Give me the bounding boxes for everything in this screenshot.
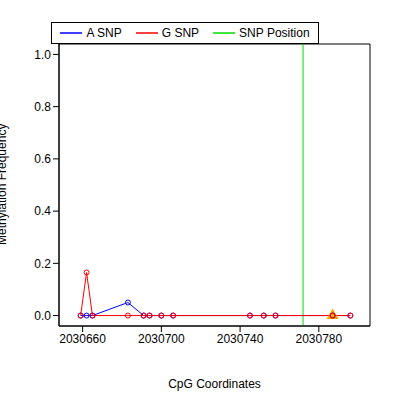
svg-text:0.8: 0.8 <box>34 100 51 114</box>
svg-text:0.2: 0.2 <box>34 257 51 271</box>
svg-text:1.0: 1.0 <box>34 48 51 62</box>
svg-text:2030660: 2030660 <box>59 332 106 346</box>
svg-text:2030780: 2030780 <box>295 332 342 346</box>
svg-text:CpG Coordinates: CpG Coordinates <box>168 377 261 391</box>
svg-text:2030740: 2030740 <box>217 332 264 346</box>
svg-text:Methylation Frequency: Methylation Frequency <box>8 124 9 245</box>
html-text:G SNP: G SNP <box>161 26 200 40</box>
svg-text:0.4: 0.4 <box>34 204 51 218</box>
html-text:SNP Position: SNP Position <box>239 26 310 40</box>
html-text:A SNP: A SNP <box>86 26 122 40</box>
svg-text:0.0: 0.0 <box>34 309 51 323</box>
svg-text:2030700: 2030700 <box>138 332 185 346</box>
svg-text:0.6: 0.6 <box>34 152 51 166</box>
